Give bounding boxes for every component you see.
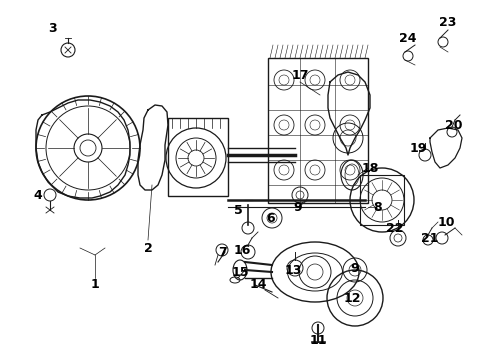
Text: 9: 9 — [351, 261, 359, 274]
Bar — [168, 118, 228, 196]
Text: 14: 14 — [249, 279, 267, 292]
Text: 10: 10 — [437, 216, 455, 229]
Text: 6: 6 — [267, 212, 275, 225]
Text: 8: 8 — [374, 201, 382, 213]
Text: 3: 3 — [48, 22, 56, 35]
Text: 19: 19 — [409, 141, 427, 154]
Text: 12: 12 — [343, 292, 361, 305]
Text: 5: 5 — [234, 203, 243, 216]
Bar — [360, 175, 404, 225]
Text: 17: 17 — [291, 68, 309, 81]
Text: 23: 23 — [440, 15, 457, 28]
Text: 20: 20 — [445, 118, 463, 131]
Text: 22: 22 — [386, 221, 404, 234]
Text: 1: 1 — [91, 279, 99, 292]
Text: 15: 15 — [231, 266, 249, 279]
Text: 18: 18 — [361, 162, 379, 175]
Text: 13: 13 — [284, 264, 302, 276]
Text: 21: 21 — [421, 231, 439, 244]
Text: 7: 7 — [218, 246, 226, 258]
Text: 24: 24 — [399, 32, 417, 45]
Text: 2: 2 — [144, 242, 152, 255]
Text: 16: 16 — [233, 243, 251, 257]
Text: 4: 4 — [34, 189, 42, 202]
Text: 9: 9 — [294, 201, 302, 213]
Text: 11: 11 — [309, 333, 327, 346]
Bar — [268, 58, 368, 203]
